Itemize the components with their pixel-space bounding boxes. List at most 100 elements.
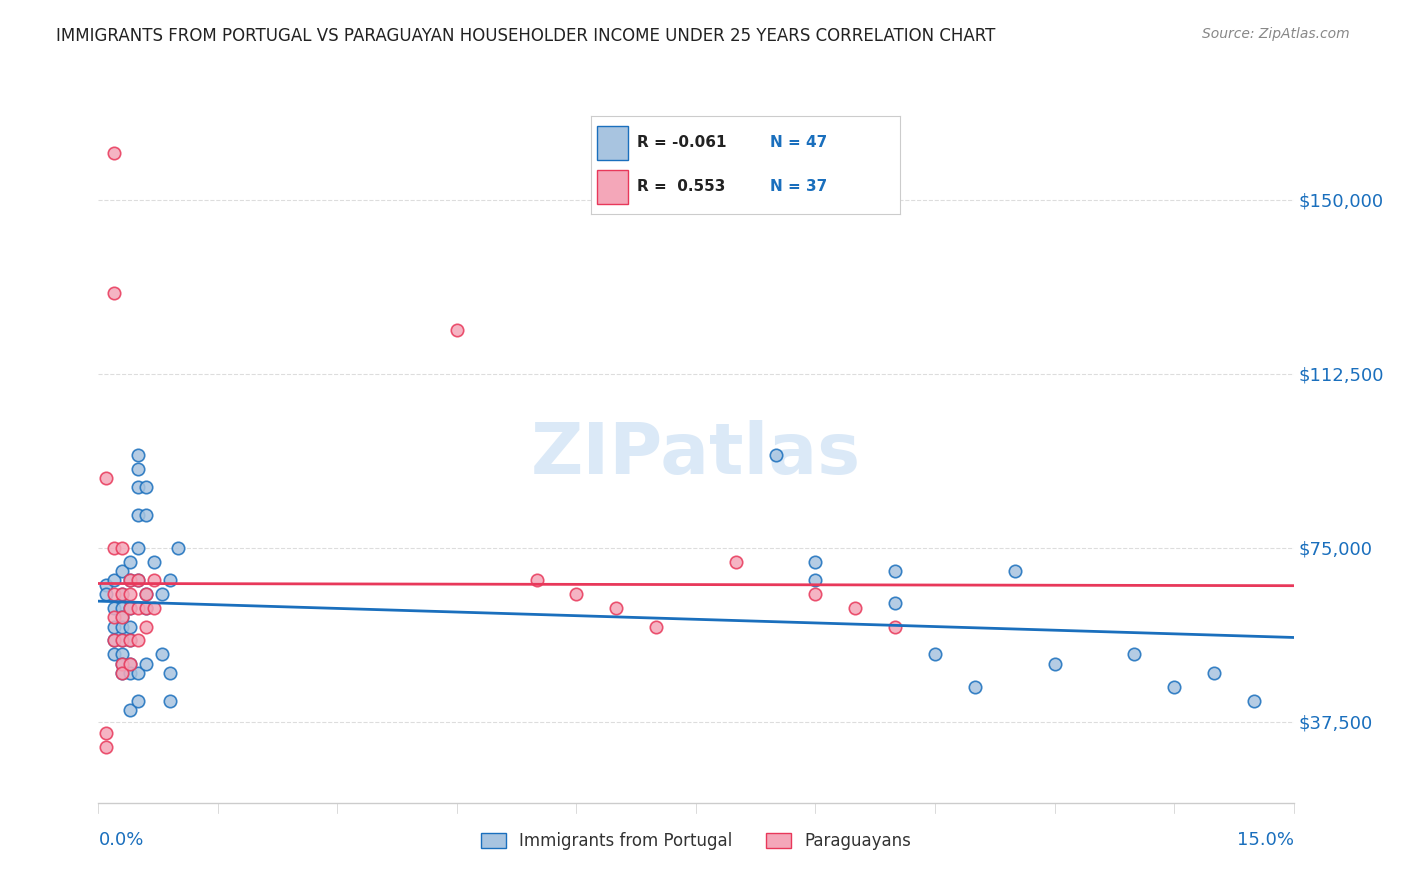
- Point: [1163, 680, 1185, 694]
- Point: [135, 480, 157, 494]
- Point: [159, 573, 181, 587]
- Point: [103, 619, 125, 633]
- Point: [884, 596, 907, 610]
- Point: [111, 665, 134, 680]
- Point: [120, 633, 142, 648]
- Point: [120, 703, 142, 717]
- Point: [103, 587, 125, 601]
- Text: R =  0.553: R = 0.553: [637, 179, 725, 194]
- Point: [111, 648, 134, 662]
- Point: [135, 619, 157, 633]
- Point: [127, 694, 149, 708]
- Text: R = -0.061: R = -0.061: [637, 135, 727, 150]
- Point: [111, 541, 134, 555]
- Point: [127, 665, 149, 680]
- Point: [135, 601, 157, 615]
- Bar: [596, 170, 627, 204]
- Point: [111, 587, 134, 601]
- Point: [1243, 694, 1265, 708]
- Text: ZIPatlas: ZIPatlas: [531, 420, 860, 490]
- Point: [135, 508, 157, 523]
- Point: [120, 665, 142, 680]
- Point: [103, 541, 125, 555]
- Point: [111, 619, 134, 633]
- Point: [103, 573, 125, 587]
- Point: [120, 601, 142, 615]
- Point: [103, 610, 125, 624]
- Point: [844, 601, 866, 615]
- Point: [884, 619, 907, 633]
- Point: [127, 633, 149, 648]
- Point: [127, 541, 149, 555]
- Point: [135, 587, 157, 601]
- Point: [103, 601, 125, 615]
- Point: [96, 471, 118, 485]
- Point: [804, 555, 827, 569]
- Point: [1004, 564, 1026, 578]
- Point: [127, 601, 149, 615]
- Point: [120, 573, 142, 587]
- Point: [111, 610, 134, 624]
- Point: [111, 657, 134, 671]
- Point: [103, 633, 125, 648]
- Point: [605, 601, 627, 615]
- Point: [135, 601, 157, 615]
- Point: [565, 587, 588, 601]
- Point: [884, 564, 907, 578]
- Point: [1202, 665, 1225, 680]
- Point: [120, 657, 142, 671]
- Text: N = 47: N = 47: [770, 135, 827, 150]
- Point: [103, 648, 125, 662]
- Point: [111, 587, 134, 601]
- Text: 0.0%: 0.0%: [98, 830, 143, 848]
- Point: [127, 462, 149, 476]
- Point: [135, 587, 157, 601]
- Point: [127, 508, 149, 523]
- Text: IMMIGRANTS FROM PORTUGAL VS PARAGUAYAN HOUSEHOLDER INCOME UNDER 25 YEARS CORRELA: IMMIGRANTS FROM PORTUGAL VS PARAGUAYAN H…: [56, 27, 995, 45]
- Point: [111, 665, 134, 680]
- Point: [111, 564, 134, 578]
- Point: [645, 619, 668, 633]
- Point: [143, 573, 166, 587]
- Point: [127, 448, 149, 462]
- Point: [120, 587, 142, 601]
- Point: [150, 587, 173, 601]
- Point: [111, 633, 134, 648]
- Point: [724, 555, 747, 569]
- Point: [963, 680, 986, 694]
- Point: [96, 740, 118, 755]
- Point: [111, 657, 134, 671]
- Point: [111, 601, 134, 615]
- Point: [103, 285, 125, 300]
- Point: [120, 573, 142, 587]
- Point: [159, 665, 181, 680]
- Text: 15.0%: 15.0%: [1236, 830, 1294, 848]
- Point: [765, 448, 787, 462]
- Point: [804, 587, 827, 601]
- Point: [167, 541, 190, 555]
- Point: [96, 587, 118, 601]
- Point: [96, 726, 118, 740]
- Point: [526, 573, 548, 587]
- Point: [143, 555, 166, 569]
- Point: [111, 633, 134, 648]
- Point: [120, 633, 142, 648]
- Point: [446, 323, 468, 337]
- Point: [120, 555, 142, 569]
- Point: [120, 601, 142, 615]
- Point: [804, 573, 827, 587]
- Point: [120, 619, 142, 633]
- Point: [103, 146, 125, 161]
- Legend: Immigrants from Portugal, Paraguayans: Immigrants from Portugal, Paraguayans: [474, 826, 918, 857]
- Point: [127, 573, 149, 587]
- Point: [120, 657, 142, 671]
- Text: N = 37: N = 37: [770, 179, 827, 194]
- Point: [1123, 648, 1146, 662]
- Point: [143, 601, 166, 615]
- Point: [924, 648, 946, 662]
- Point: [127, 480, 149, 494]
- Point: [127, 573, 149, 587]
- Text: Source: ZipAtlas.com: Source: ZipAtlas.com: [1202, 27, 1350, 41]
- Point: [1043, 657, 1066, 671]
- Point: [96, 578, 118, 592]
